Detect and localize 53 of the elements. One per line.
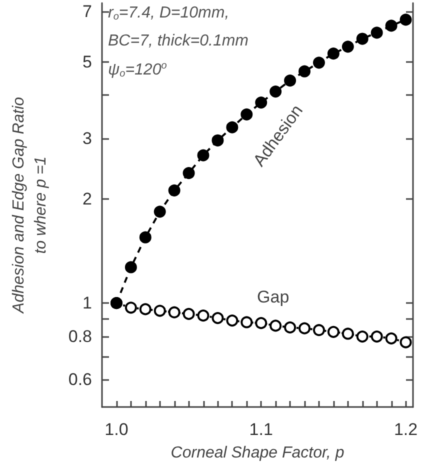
y-tick-label: 1 — [82, 294, 92, 313]
point — [342, 328, 354, 340]
point — [154, 304, 166, 317]
y-tick-label: 0.6 — [68, 370, 92, 390]
series-label: Gap — [257, 288, 290, 307]
x-tick-label: 1.0 — [104, 420, 128, 439]
y-tick-label: 3 — [82, 128, 92, 148]
point — [255, 317, 268, 330]
point — [298, 322, 311, 334]
point — [270, 86, 282, 98]
x-tick-label: 1.2 — [394, 420, 418, 439]
y-tick-label: 2 — [82, 190, 92, 209]
point — [124, 302, 137, 314]
point — [182, 308, 195, 320]
y-tick-label: 7 — [82, 2, 92, 21]
point — [327, 48, 340, 60]
point — [197, 310, 210, 322]
point — [212, 312, 224, 324]
point — [168, 306, 180, 318]
point — [226, 121, 238, 134]
point — [240, 108, 253, 120]
point — [400, 336, 412, 348]
point — [139, 303, 152, 316]
point — [212, 134, 224, 146]
point — [385, 20, 398, 32]
point — [284, 74, 296, 87]
point — [154, 206, 166, 218]
point — [226, 314, 238, 327]
x-axis-title: Corneal Shape Factor, p — [170, 444, 344, 462]
point — [327, 326, 340, 338]
point — [385, 332, 398, 344]
point — [139, 231, 152, 244]
y-axis-title: Adhesion and Edge Gap Ratio to where p =1 — [10, 96, 50, 314]
annotation: BC=7, thick=0.1mm — [108, 32, 248, 50]
point — [356, 32, 368, 45]
point — [356, 330, 368, 343]
point — [182, 167, 195, 180]
y-tick-label: 5 — [82, 52, 92, 72]
point — [312, 56, 325, 69]
point — [370, 330, 383, 343]
point — [240, 316, 253, 328]
point — [342, 40, 354, 53]
point — [124, 261, 137, 274]
point — [400, 14, 412, 26]
x-tick-label: 1.1 — [249, 420, 273, 439]
point — [168, 184, 180, 196]
point — [197, 149, 210, 162]
y-tick-label: 0.8 — [68, 327, 92, 346]
point — [312, 324, 325, 336]
point — [284, 321, 296, 334]
point — [270, 320, 282, 332]
point — [370, 26, 383, 39]
point — [298, 65, 311, 78]
